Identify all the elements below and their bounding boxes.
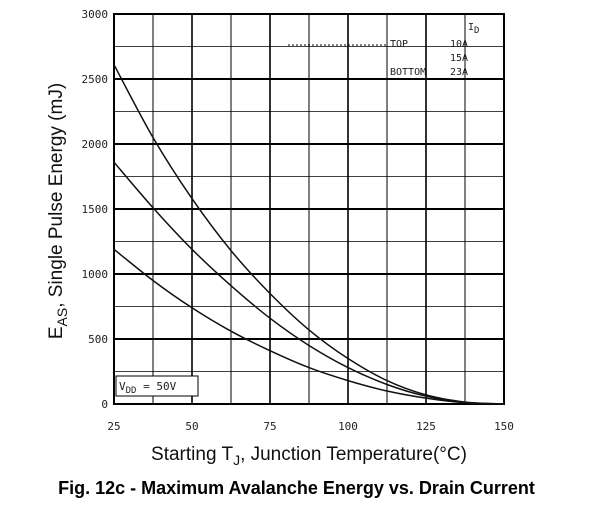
vdd-annotation-text: VDD = 50V [119, 380, 177, 396]
vdd-annotation: VDD = 50V [115, 375, 199, 397]
x-axis-title-rest: , Junction Temperature(°C) [240, 444, 467, 465]
legend-header: ID [468, 22, 479, 36]
x-tick-label: 50 [185, 420, 198, 433]
legend-header-main: I [468, 22, 474, 33]
vdd-rest: = 50V [136, 380, 176, 393]
y-axis-title: EAS, Single Pulse Energy (mJ) [46, 83, 70, 339]
y-axis-title-main: E [46, 326, 67, 339]
legend-label-bottom: BOTTOM [390, 67, 426, 78]
y-tick-labels: 0 500 1000 1500 2000 2500 3000 [82, 8, 109, 411]
legend: ID TOP 10A 15A BOTTOM 23A [288, 22, 479, 78]
y-axis-title-rest: , Single Pulse Energy (mJ) [46, 83, 67, 308]
y-tick-label: 500 [88, 333, 108, 346]
y-tick-label: 2000 [82, 138, 109, 151]
figure-caption: Fig. 12c - Maximum Avalanche Energy vs. … [58, 478, 535, 498]
plot-frame [113, 13, 505, 405]
series-line-1 [113, 161, 505, 405]
x-tick-label: 25 [107, 420, 120, 433]
x-axis-title-main: Starting T [151, 444, 233, 465]
vdd-annotation-box [115, 375, 199, 397]
x-tick-labels: 25 50 75 100 125 150 [107, 420, 514, 433]
legend-label-top: TOP [390, 39, 408, 50]
legend-value-23a: 23A [450, 67, 468, 78]
x-axis-title-sub: J [233, 452, 240, 468]
y-tick-label: 1500 [82, 203, 109, 216]
y-tick-label: 3000 [82, 8, 109, 21]
legend-value-10a: 10A [450, 39, 468, 50]
legend-header-sub: D [474, 26, 479, 36]
grid-lines [114, 14, 504, 404]
x-axis-title: Starting TJ, Junction Temperature(°C) [151, 444, 467, 468]
y-tick-label: 0 [101, 398, 108, 411]
avalanche-energy-chart: 25 50 75 100 125 150 0 500 1000 1500 2000 2500 3000… [46, 8, 514, 468]
x-tick-label: 150 [494, 420, 514, 433]
series-line-0 [113, 64, 505, 405]
y-axis-title-sub: AS [54, 308, 70, 327]
legend-value-15a: 15A [450, 53, 468, 64]
series-line-2 [113, 248, 505, 405]
x-tick-label: 75 [263, 420, 276, 433]
x-tick-label: 125 [416, 420, 436, 433]
y-tick-label: 1000 [82, 268, 109, 281]
x-tick-label: 100 [338, 420, 358, 433]
vdd-prefix: V [119, 380, 126, 393]
y-tick-label: 2500 [82, 73, 109, 86]
series-lines [113, 64, 505, 405]
vdd-sub: DD [126, 386, 137, 396]
